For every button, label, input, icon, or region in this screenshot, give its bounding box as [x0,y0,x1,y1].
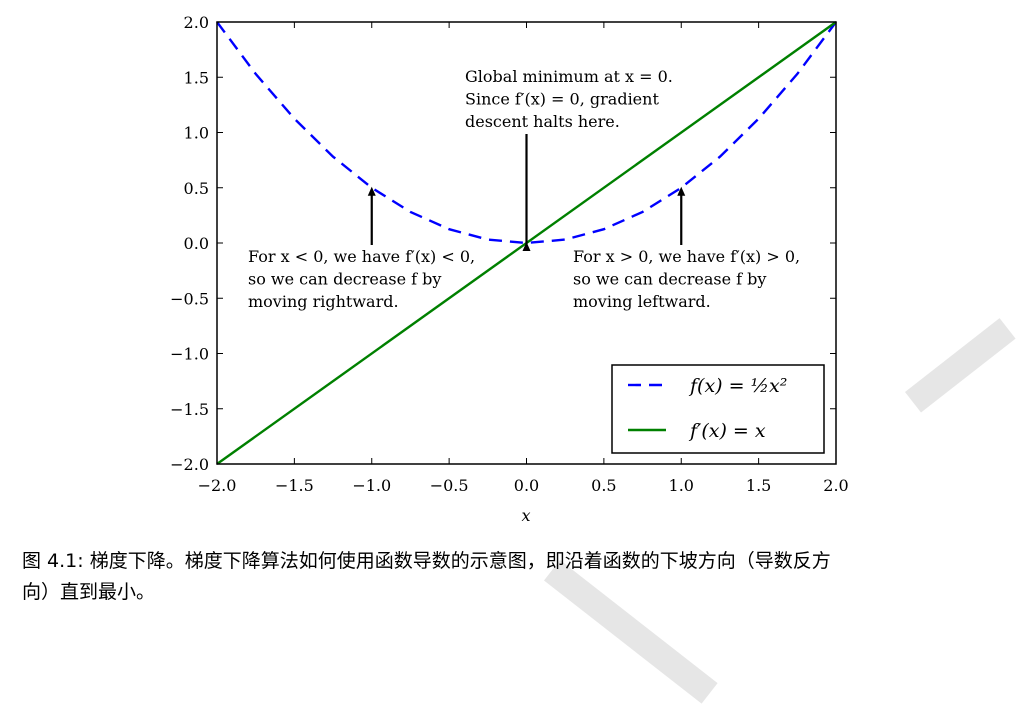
y-tick-label: −0.5 [170,289,209,308]
annotation-text-2-2: moving leftward. [573,292,711,311]
y-tick-labels: 2.0 1.5 1.0 0.5 0.0 −0.5 −1.0 −1.5 −2.0 [170,13,209,474]
x-tick-label: 2.0 [823,476,848,495]
x-tick-label: −1.0 [352,476,391,495]
x-axis-title: x [521,506,530,525]
annotation-text-1-1: so we can decrease f by [248,270,441,289]
y-tick-label: 0.5 [184,179,209,198]
legend: f(x) = ½x² f′(x) = x [611,364,825,454]
legend-label-f: f(x) = ½x² [688,375,787,397]
annotation-text-1-0: For x < 0, we have f′(x) < 0, [248,247,475,266]
x-tick-label: −1.5 [275,476,314,495]
annotations: Global minimum at x = 0. Since f′(x) = 0,… [248,67,800,311]
annotation-arrowhead-2 [677,186,686,196]
y-tick-label: −1.0 [170,345,209,364]
y-tick-label: −1.5 [170,400,209,419]
annotation-text-2-1: so we can decrease f by [573,270,766,289]
x-tick-label: 0.0 [514,476,539,495]
annotation-text-0-0: Global minimum at x = 0. [465,67,673,86]
x-tick-label: 0.5 [591,476,616,495]
y-tick-label: −2.0 [170,455,209,474]
annotation-arrowhead-1 [367,186,376,196]
y-tick-label: 2.0 [184,13,209,32]
legend-box [611,364,825,454]
y-tick-label: 1.0 [184,124,209,143]
figure-caption: 图 4.1: 梯度下降。梯度下降算法如何使用函数导数的示意图，即沿着函数的下坡方… [22,546,1012,608]
gradient-descent-chart: −2.0 −1.5 −1.0 −0.5 0.0 0.5 1.0 1.5 2.0 2.0 1.5 1.… [170,13,849,525]
annotation-text-0-2: descent halts here. [465,112,620,131]
tick-marks [216,21,837,465]
caption-line-1: 图 4.1: 梯度下降。梯度下降算法如何使用函数导数的示意图，即沿着函数的下坡方… [22,550,831,572]
y-tick-label: 1.5 [184,68,209,87]
annotation-text-1-2: moving rightward. [248,292,399,311]
x-tick-label: −2.0 [198,476,237,495]
x-tick-label: 1.0 [669,476,694,495]
y-tick-label: 0.0 [184,234,209,253]
annotation-text-2-0: For x > 0, we have f′(x) > 0, [573,247,800,266]
legend-label-fprime: f′(x) = x [688,420,766,442]
x-tick-label: −0.5 [430,476,469,495]
x-tick-labels: −2.0 −1.5 −1.0 −0.5 0.0 0.5 1.0 1.5 2.0 [198,476,849,495]
annotation-arrowhead-0 [522,242,531,251]
caption-line-2: 向）直到最小。 [22,581,156,603]
x-tick-label: 1.5 [746,476,771,495]
annotation-text-0-1: Since f′(x) = 0, gradient [465,90,659,109]
